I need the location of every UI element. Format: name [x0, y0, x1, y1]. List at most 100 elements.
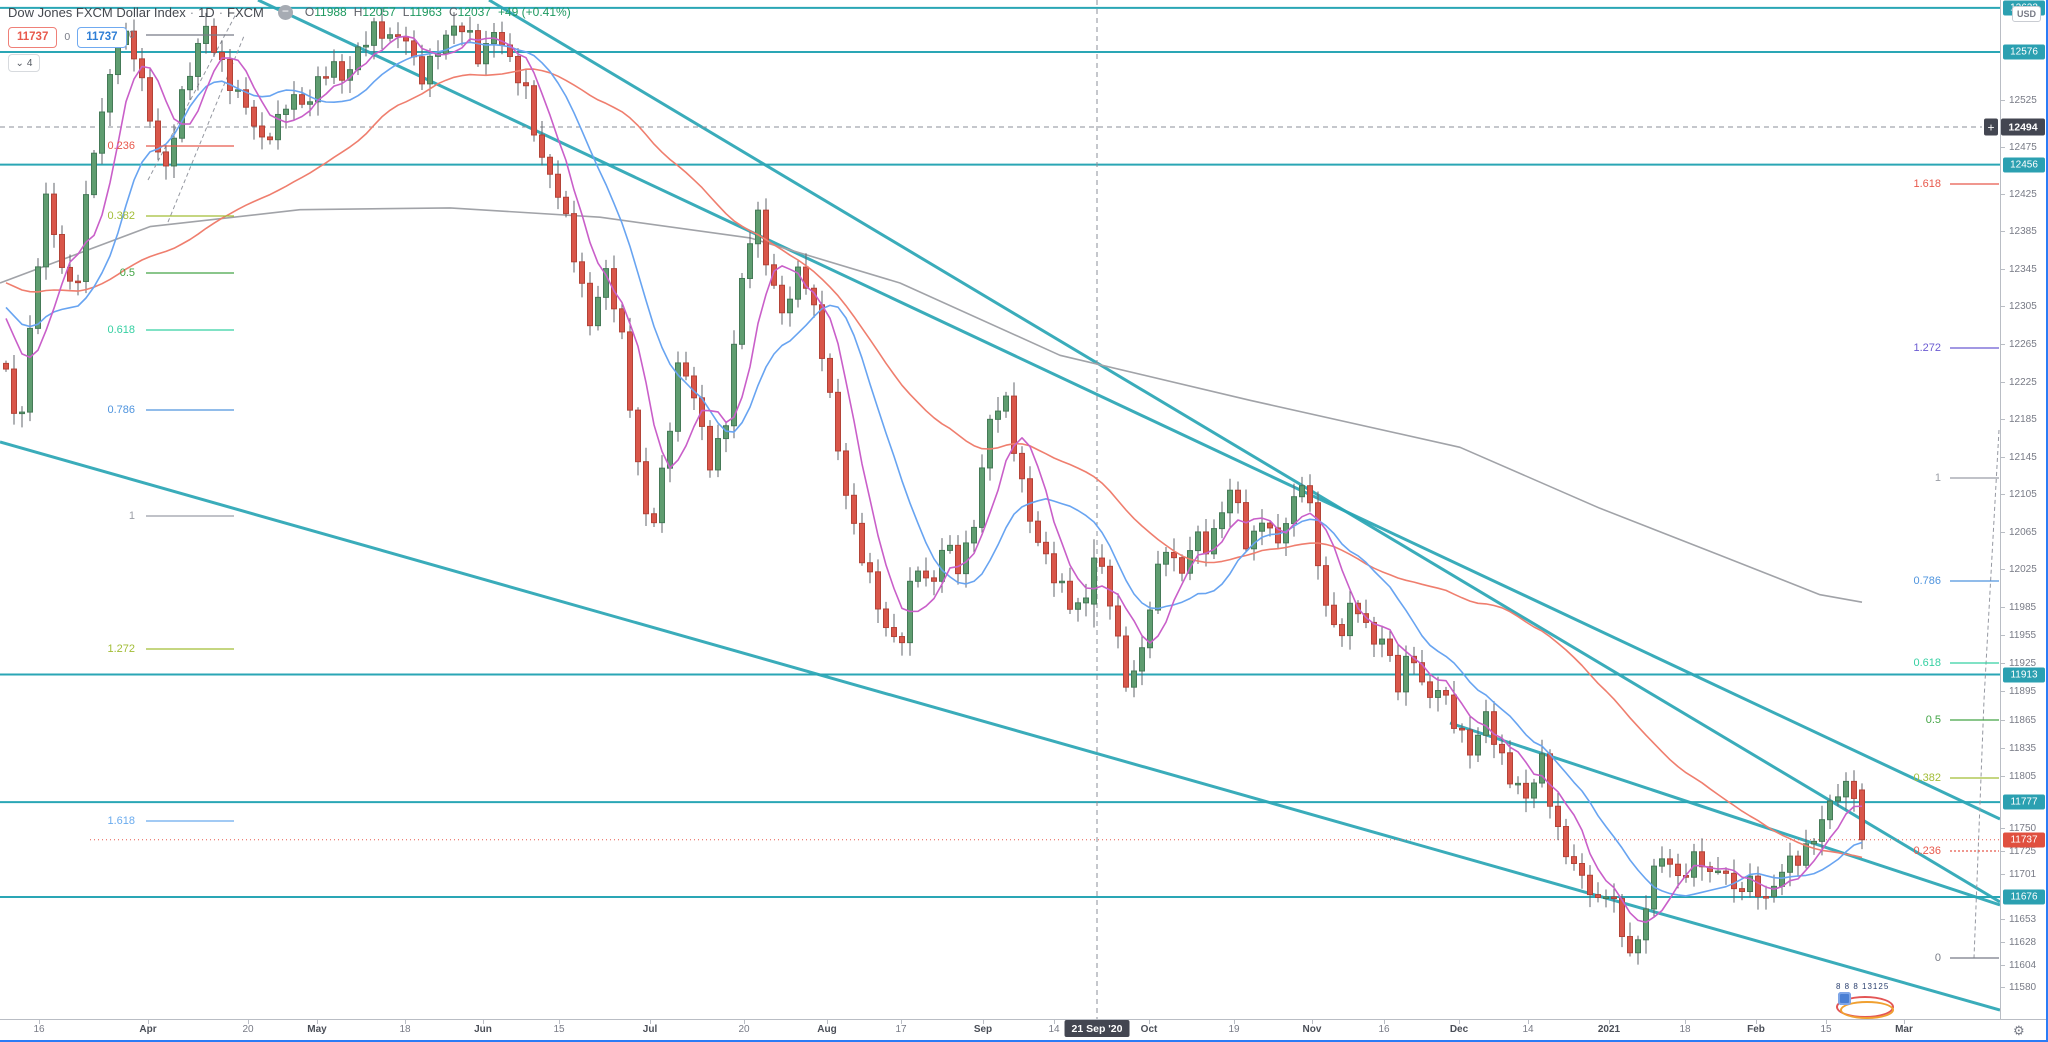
price-tick: 12065: [2001, 526, 2047, 538]
fib-level-label[interactable]: 1: [1934, 472, 1941, 484]
price-axis[interactable]: USD 12525 12475 12425 12385 12345 12305 12265 1…: [2000, 0, 2047, 1019]
candle-body: [211, 25, 217, 53]
candle-body: [243, 89, 249, 108]
ma-200-line[interactable]: [0, 207, 1863, 603]
fib-level-label[interactable]: 0.382: [1913, 772, 1941, 784]
fib-level-label[interactable]: 0.618: [1913, 657, 1941, 669]
fib-level-label[interactable]: 0.5: [119, 267, 135, 279]
price-tick-label: 12265: [2009, 338, 2037, 350]
candle-body: [819, 304, 825, 359]
interval-label[interactable]: 1D: [198, 4, 215, 20]
time-axis[interactable]: 16 Apr 20 May 18 Jun 15 Jul 20 Aug 17 Sep 14 Oct 19 Nov…: [0, 1019, 2046, 1041]
candle-body: [531, 85, 537, 136]
price-tick: 12105: [2001, 488, 2047, 500]
candle-body: [731, 343, 737, 427]
time-tick-label: Oct: [1140, 1024, 1158, 1035]
time-tick-label: Apr: [139, 1024, 157, 1035]
buy-price-badge[interactable]: 11737: [77, 26, 127, 48]
fib-level-label[interactable]: 0.236: [1913, 845, 1941, 857]
price-tick: 12385: [2001, 225, 2047, 237]
time-tick-mark: [405, 1020, 406, 1024]
fib-level-label[interactable]: 1.618: [1913, 178, 1941, 190]
chart-plot-area[interactable]: [0, 0, 2000, 1019]
fib-level-label[interactable]: 1.272: [107, 643, 135, 655]
candle-body: [1099, 557, 1105, 567]
candle-body: [1115, 605, 1121, 637]
candle-body: [835, 391, 841, 452]
candle-body: [1667, 858, 1673, 865]
candle-body: [1211, 528, 1217, 555]
time-tick-label: 14: [1522, 1024, 1534, 1035]
trend-line[interactable]: [257, 0, 2000, 821]
fib-level-label[interactable]: 0.786: [1913, 575, 1941, 587]
candle-body: [979, 467, 985, 528]
fib-level-label[interactable]: 0.618: [107, 324, 135, 336]
add-alert-plus-icon[interactable]: +: [1984, 118, 1998, 136]
fib-level-label[interactable]: 0.236: [107, 140, 135, 152]
candle-body: [803, 266, 809, 289]
candle-body: [1819, 819, 1825, 842]
symbol-title[interactable]: Dow Jones FXCM Dollar Index: [8, 4, 186, 20]
currency-button[interactable]: USD: [2012, 6, 2041, 22]
level-price-badge: 11676: [2003, 889, 2045, 905]
gear-icon[interactable]: ⚙: [2013, 1023, 2025, 1038]
fib-level-label[interactable]: 0.786: [107, 404, 135, 416]
price-tick-label: 12025: [2009, 563, 2037, 575]
candle-body: [603, 268, 609, 298]
price-tick: 12345: [2001, 263, 2047, 275]
tick-mark: [2001, 941, 2005, 943]
fib-connector-dashed[interactable]: [1973, 429, 2000, 959]
candle-body: [1371, 621, 1377, 645]
fib-level-label[interactable]: 1.272: [1913, 342, 1941, 354]
price-tick-label: 12385: [2009, 225, 2037, 237]
time-tick-label: 17: [895, 1024, 907, 1035]
candle-body: [1571, 856, 1577, 865]
price-tick-label: 11895: [2009, 685, 2037, 697]
candle-body: [955, 544, 961, 575]
fib-connector-dashed[interactable]: [147, 13, 237, 181]
time-tick-label: 2021: [1597, 1024, 1621, 1035]
candle-body: [187, 75, 193, 91]
price-tick: 12185: [2001, 413, 2047, 425]
candle-body: [651, 513, 657, 524]
time-tick-mark: [39, 1020, 40, 1024]
fib-level-label[interactable]: 1: [128, 510, 135, 522]
candle-body: [1563, 826, 1569, 858]
candle-body: [1187, 550, 1193, 574]
candle-body: [259, 125, 265, 138]
candle-body: [99, 111, 105, 154]
candle-body: [1299, 485, 1305, 498]
trend-line[interactable]: [0, 440, 2000, 1012]
time-tick-mark: [1384, 1020, 1385, 1024]
candle-body: [739, 277, 745, 345]
time-tick-label: 16: [33, 1024, 45, 1035]
ma-slow-line[interactable]: [5, 68, 1863, 859]
candle-body: [1139, 647, 1145, 672]
tick-mark: [2001, 493, 2005, 495]
fib-connector-dashed[interactable]: [167, 35, 245, 223]
fib-level-label[interactable]: 0: [128, 29, 135, 41]
candle-body: [459, 25, 465, 33]
candle-body: [267, 136, 273, 141]
fib-level-label[interactable]: 0.382: [107, 210, 135, 222]
indicators-collapse-button[interactable]: ⌄ 4: [8, 54, 40, 72]
trend-line[interactable]: [488, 0, 2000, 904]
fib-level-label[interactable]: 0: [1934, 952, 1941, 964]
candle-body: [1019, 452, 1025, 480]
fib-level-label[interactable]: 0.5: [1925, 714, 1941, 726]
candle-body: [515, 55, 521, 84]
candle-body: [875, 571, 881, 610]
candle-body: [859, 522, 865, 564]
sell-price-badge[interactable]: 11737: [8, 26, 58, 48]
candle-body: [1027, 478, 1033, 522]
candle-body: [947, 544, 953, 551]
candle-body: [331, 61, 337, 78]
fib-level-label[interactable]: 1.618: [107, 815, 135, 827]
ma-mid-line[interactable]: [5, 41, 1863, 897]
close-value: 12037: [457, 5, 491, 19]
candle-body: [1379, 638, 1385, 645]
ma-fast-line[interactable]: [5, 35, 1863, 924]
candle-body: [1435, 690, 1441, 698]
collapse-legend-icon[interactable]: −: [277, 4, 293, 20]
price-tick-label: 11725: [2009, 845, 2037, 857]
